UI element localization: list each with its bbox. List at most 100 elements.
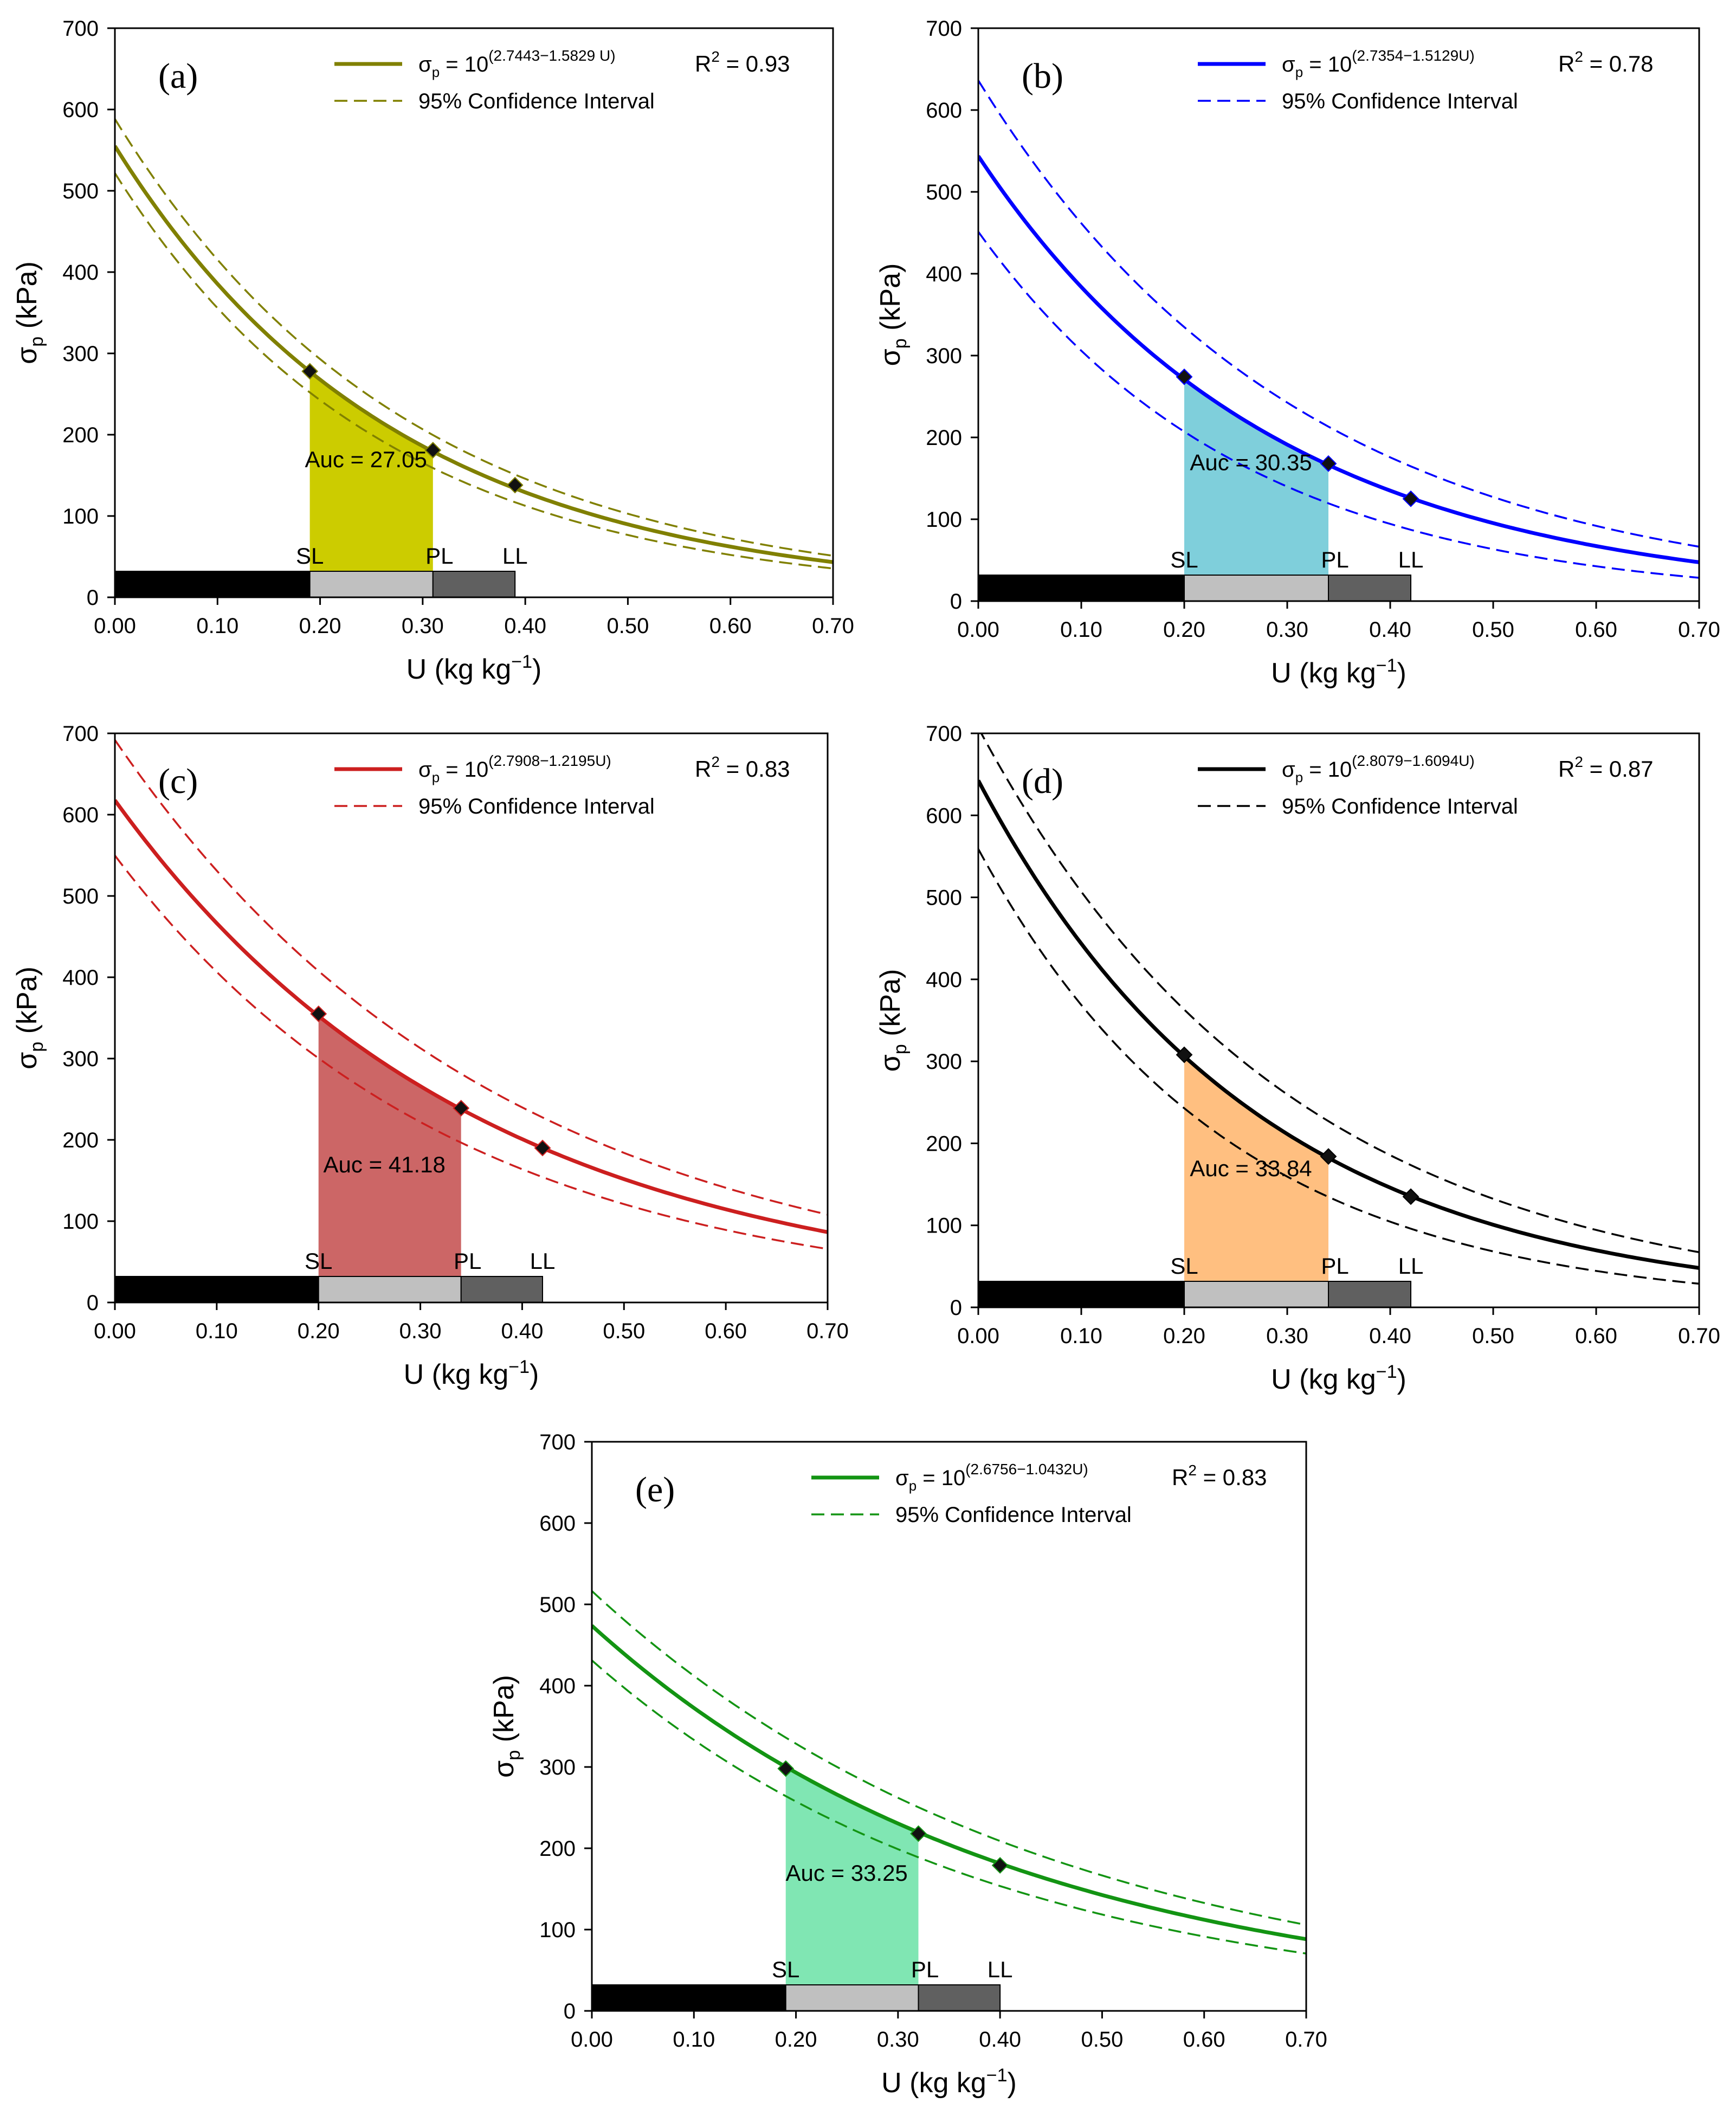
- data-point: [1402, 1188, 1419, 1205]
- x-axis-label-sup: −1: [1376, 655, 1397, 676]
- x-tick-label: 0.70: [812, 614, 854, 638]
- data-point: [1176, 368, 1193, 385]
- y-axis-label-sub: p: [890, 1044, 911, 1054]
- y-tick-label: 400: [539, 1674, 576, 1698]
- equation-base: = 10: [1303, 758, 1352, 782]
- x-tick-label: 0.60: [1575, 618, 1617, 642]
- y-axis-label-sub: p: [504, 1750, 524, 1760]
- y-tick-label: 0: [950, 590, 962, 614]
- r-squared: R2 = 0.83: [1172, 1462, 1267, 1490]
- limit-label-pl: PL: [1321, 1253, 1348, 1279]
- axes-frame: [114, 732, 829, 1304]
- x-axis-label-text: U (kg kg: [404, 1359, 509, 1390]
- x-tick-label: 0.30: [1266, 618, 1308, 642]
- y-tick-label: 400: [926, 262, 962, 286]
- y-tick-label: 600: [926, 804, 962, 828]
- axes-frame: [114, 27, 834, 598]
- equation-sub: p: [432, 64, 440, 80]
- y-tick-label: 0: [87, 586, 99, 610]
- y-tick-label: 400: [62, 261, 99, 285]
- y-tick-label: 100: [926, 1214, 962, 1238]
- y-axis-label-sub: p: [890, 338, 911, 349]
- x-axis-label-close: ): [1397, 657, 1406, 689]
- y-tick-label: 700: [62, 722, 99, 746]
- fit-line: [115, 799, 828, 1234]
- y-tick-label: 300: [62, 342, 99, 366]
- legend-equation: σp = 10(2.7908−1.2195U): [418, 752, 611, 785]
- equation-symbol: σ: [418, 53, 432, 76]
- limit-label-ll: LL: [988, 1957, 1013, 1982]
- r-squared: R2 = 0.87: [1558, 753, 1654, 782]
- limit-label-sl: SL: [305, 1248, 332, 1274]
- r-squared-value: = 0.83: [1197, 1465, 1267, 1490]
- x-tick-label: 0.60: [709, 614, 752, 638]
- data-point: [301, 363, 319, 380]
- x-tick-label: 0.10: [1060, 618, 1102, 642]
- x-tick-label: 0.60: [705, 1319, 747, 1343]
- r-squared: R2 = 0.78: [1558, 48, 1654, 76]
- auc-area: [1184, 1056, 1328, 1307]
- semi-solid-state-bar: [318, 1276, 462, 1303]
- x-axis-label: U (kg kg−1): [1271, 655, 1406, 689]
- auc-label: Auc = 41.18: [324, 1152, 446, 1177]
- legend-ci-label: 95% Confidence Interval: [1282, 795, 1518, 818]
- y-axis-label: σp (kPa): [11, 261, 47, 364]
- x-tick-label: 0.60: [1183, 2028, 1225, 2052]
- solid-state-bar: [591, 1984, 786, 2011]
- x-tick-label: 0.30: [877, 2028, 919, 2052]
- x-axis-label-text: U (kg kg: [1271, 1364, 1376, 1395]
- y-tick-label: 0: [950, 1296, 962, 1320]
- x-tick-label: 0.70: [1285, 2028, 1327, 2052]
- r-squared: R2 = 0.83: [695, 753, 790, 782]
- limit-label-ll: LL: [502, 543, 528, 569]
- y-tick-label: 200: [539, 1837, 576, 1861]
- semi-solid-state-bar: [785, 1984, 919, 2011]
- limit-label-ll: LL: [530, 1248, 556, 1274]
- equation-sub: p: [432, 769, 440, 785]
- chart-panel-a: SL PL LL Auc = 27.05 0.00 0.10 0.20 0.30 0.40 0.5…: [11, 17, 854, 685]
- data-point: [1402, 490, 1419, 507]
- y-tick-label: 500: [62, 885, 99, 908]
- r-squared-value: = 0.93: [720, 51, 790, 76]
- x-tick-label: 0.10: [673, 2028, 715, 2052]
- data-point: [777, 1760, 795, 1777]
- x-axis-label-close: ): [1008, 2067, 1017, 2099]
- y-tick-label: 0: [564, 2000, 576, 2023]
- chart-panel-d: SL PL LL Auc = 33.84 0.00 0.10 0.20 0.30 0.40 0.5…: [875, 722, 1720, 1395]
- x-tick-label: 0.00: [94, 1319, 136, 1343]
- y-tick-label: 600: [62, 98, 99, 122]
- x-axis-label-close: ): [532, 654, 541, 685]
- x-tick-label: 0.50: [603, 1319, 645, 1343]
- panel-label: (e): [635, 1470, 675, 1510]
- y-axis-label-symbol: σ: [11, 347, 43, 364]
- panel-label: (d): [1022, 762, 1063, 801]
- y-tick-label: 500: [926, 180, 962, 204]
- limit-label-pl: PL: [425, 543, 453, 569]
- fit-line: [115, 145, 833, 564]
- x-tick-label: 0.40: [1369, 618, 1411, 642]
- x-tick-label: 0.30: [1266, 1324, 1308, 1348]
- x-tick-label: 0.70: [1678, 618, 1720, 642]
- semi-solid-state-bar: [1184, 1281, 1329, 1308]
- equation-symbol: σ: [1282, 758, 1295, 782]
- y-axis-label-symbol: σ: [488, 1760, 520, 1778]
- y-tick-label: 400: [62, 966, 99, 990]
- r-squared-label: R: [1172, 1465, 1188, 1490]
- y-tick-label: 300: [926, 1050, 962, 1074]
- chart-panel-e: SL PL LL Auc = 33.25 0.00 0.10 0.20 0.30 0.40 0.5…: [488, 1430, 1327, 2099]
- r-squared-sup: 2: [1188, 1462, 1197, 1479]
- x-tick-label: 0.00: [571, 2028, 613, 2052]
- ci-lower-line: [592, 1659, 1306, 1955]
- y-tick-label: 700: [62, 17, 99, 41]
- x-tick-label: 0.50: [1081, 2028, 1123, 2052]
- x-tick-label: 0.30: [402, 614, 444, 638]
- y-tick-label: 300: [539, 1756, 576, 1779]
- data-point: [910, 1825, 927, 1842]
- axes-frame: [591, 1441, 1307, 2012]
- x-tick-label: 0.20: [299, 614, 341, 638]
- y-tick-label: 0: [87, 1291, 99, 1315]
- data-point: [453, 1100, 470, 1117]
- plastic-state-bar: [1328, 1281, 1411, 1308]
- y-tick-label: 200: [62, 1128, 99, 1152]
